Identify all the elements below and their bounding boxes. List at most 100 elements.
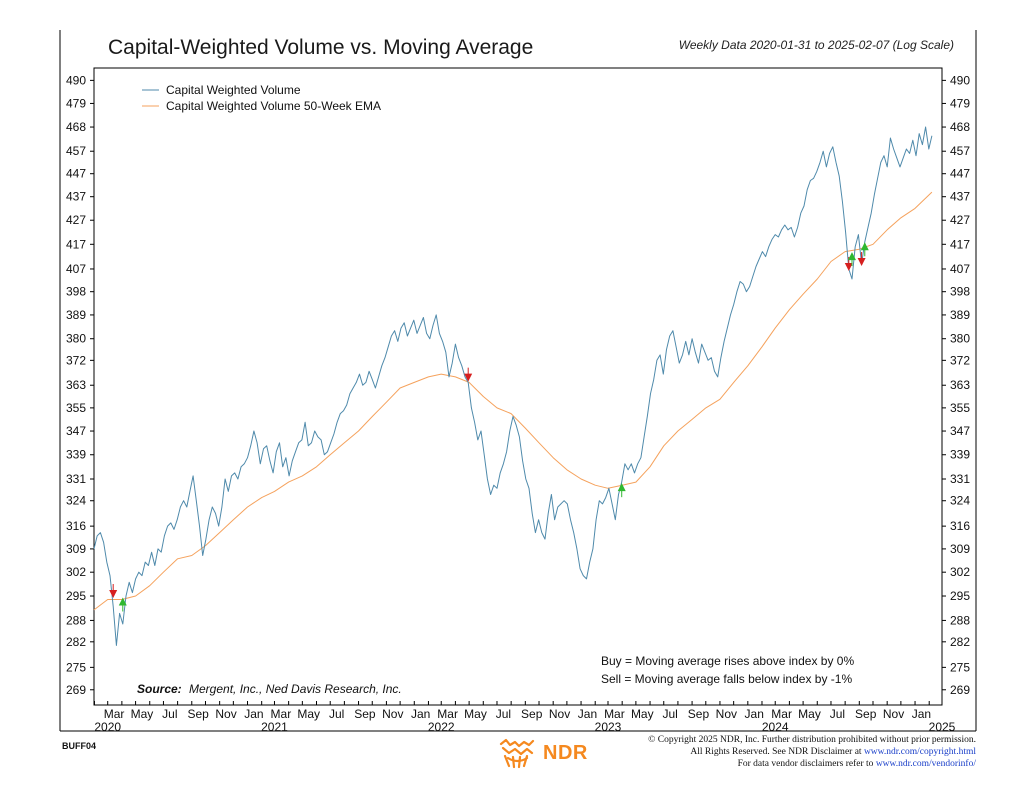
y-tick-label-right: 282 xyxy=(950,635,970,649)
buy-signal-arrow xyxy=(847,252,856,267)
y-tick-label-right: 457 xyxy=(950,144,970,158)
x-year-label: 2023 xyxy=(595,720,622,734)
x-year-label: 2025 xyxy=(929,720,956,734)
x-year-label: 2020 xyxy=(94,720,121,734)
y-tick-label-right: 372 xyxy=(950,353,970,367)
y-tick-label-right: 490 xyxy=(950,73,970,87)
x-tick-label: Jul xyxy=(329,707,344,721)
y-tick-label-left: 389 xyxy=(66,308,86,322)
x-tick-label: Jan xyxy=(244,707,263,721)
y-tick-label-right: 468 xyxy=(950,120,970,134)
sell-signal-arrow xyxy=(857,251,866,266)
y-tick-label-left: 316 xyxy=(66,519,86,533)
series-layer xyxy=(93,126,933,646)
y-tick-label-right: 295 xyxy=(950,589,970,603)
copyright-line3: For data vendor disclaimers refer to www… xyxy=(556,758,976,770)
chart-subtitle: Weekly Data 2020-01-31 to 2025-02-07 (Lo… xyxy=(678,38,954,52)
x-tick-label: May xyxy=(297,707,320,721)
y-tick-label-left: 447 xyxy=(66,167,86,181)
chart-title: Capital-Weighted Volume vs. Moving Avera… xyxy=(108,36,534,59)
x-tick-label: Mar xyxy=(437,707,458,721)
y-tick-label-right: 316 xyxy=(950,519,970,533)
signal-layer xyxy=(109,242,869,612)
y-tick-label-left: 417 xyxy=(66,237,86,251)
y-tick-label-right: 275 xyxy=(950,660,970,674)
y-tick-label-left: 295 xyxy=(66,589,86,603)
copyright-block: © Copyright 2025 NDR, Inc. Further distr… xyxy=(556,734,976,770)
x-tick-label: Sep xyxy=(688,707,710,721)
x-tick-label: May xyxy=(464,707,487,721)
y-tick-label-right: 347 xyxy=(950,424,970,438)
x-tick-label: Jul xyxy=(496,707,511,721)
y-tick-label-left: 479 xyxy=(66,96,86,110)
x-tick-label: Jul xyxy=(830,707,845,721)
x-tick-label: Jul xyxy=(162,707,177,721)
copyright-link[interactable]: www.ndr.com/copyright.html xyxy=(863,747,976,757)
legend-label-volume: Capital Weighted Volume xyxy=(166,83,301,97)
y-tick-label-left: 331 xyxy=(66,472,86,486)
y-tick-label-right: 407 xyxy=(950,262,970,276)
y-tick-label-right: 339 xyxy=(950,448,970,462)
rule-sell-text: Sell = Moving average falls below index … xyxy=(601,672,852,686)
sell-signal-arrow xyxy=(109,584,118,599)
y-tick-label-right: 389 xyxy=(950,308,970,322)
y-tick-label-left: 309 xyxy=(66,542,86,556)
y-tick-label-left: 288 xyxy=(66,613,86,627)
y-tick-label-right: 288 xyxy=(950,613,970,627)
series-line-ema xyxy=(93,191,933,611)
y-tick-label-right: 324 xyxy=(950,494,970,508)
x-tick-label: Mar xyxy=(104,707,125,721)
plot-frame xyxy=(93,67,943,706)
y-tick-label-right: 427 xyxy=(950,213,970,227)
y-tick-label-left: 347 xyxy=(66,424,86,438)
y-tick-label-left: 355 xyxy=(66,401,86,415)
series-line-volume xyxy=(93,126,933,646)
y-tick-label-right: 331 xyxy=(950,472,970,486)
x-tick-label: Nov xyxy=(716,707,737,721)
y-tick-label-left: 457 xyxy=(66,144,86,158)
y-tick-label-left: 407 xyxy=(66,262,86,276)
y-axis: 269 269 275 275 282 282 288 288 295 295 302 302 309 3… xyxy=(66,73,970,696)
y-tick-label-right: 363 xyxy=(950,378,970,392)
copyright-line3-text: For data vendor disclaimers refer to xyxy=(737,759,876,769)
x-tick-label: Mar xyxy=(271,707,292,721)
y-tick-label-left: 324 xyxy=(66,494,86,508)
sell-signal-arrow xyxy=(844,256,853,271)
x-tick-label: Sep xyxy=(187,707,209,721)
y-tick-label-right: 380 xyxy=(950,332,970,346)
x-tick-label: May xyxy=(631,707,654,721)
x-tick-label: Nov xyxy=(382,707,403,721)
x-tick-label: May xyxy=(798,707,821,721)
x-tick-label: Nov xyxy=(549,707,570,721)
y-tick-label-left: 468 xyxy=(66,120,86,134)
y-tick-label-left: 275 xyxy=(66,660,86,674)
x-tick-label: Jan xyxy=(578,707,597,721)
x-tick-label: Sep xyxy=(354,707,376,721)
x-tick-label: Mar xyxy=(771,707,792,721)
x-tick-label: Jan xyxy=(745,707,764,721)
y-tick-label-left: 363 xyxy=(66,378,86,392)
copyright-line2: All Rights Reserved. See NDR Disclaimer … xyxy=(556,746,976,758)
y-tick-label-left: 269 xyxy=(66,683,86,697)
y-tick-label-left: 302 xyxy=(66,565,86,579)
y-tick-label-right: 309 xyxy=(950,542,970,556)
y-tick-label-right: 269 xyxy=(950,683,970,697)
y-tick-label-left: 380 xyxy=(66,332,86,346)
y-tick-label-left: 339 xyxy=(66,448,86,462)
x-tick-label: May xyxy=(131,707,154,721)
x-tick-label: Jul xyxy=(662,707,677,721)
y-tick-label-left: 427 xyxy=(66,213,86,227)
y-tick-label-left: 398 xyxy=(66,285,86,299)
sell-signal-arrow xyxy=(464,367,473,382)
y-tick-label-right: 417 xyxy=(950,237,970,251)
x-tick-label: Jan xyxy=(411,707,430,721)
copyright-line2-text: All Rights Reserved. See NDR Disclaimer … xyxy=(690,747,864,757)
y-tick-label-left: 490 xyxy=(66,73,86,87)
y-tick-label-right: 479 xyxy=(950,96,970,110)
x-tick-label: Nov xyxy=(883,707,904,721)
vendorinfo-link[interactable]: www.ndr.com/vendorinfo/ xyxy=(875,759,976,769)
x-tick-label: Jan xyxy=(912,707,931,721)
y-tick-label-left: 282 xyxy=(66,635,86,649)
x-tick-label: Mar xyxy=(604,707,625,721)
y-tick-label-left: 437 xyxy=(66,190,86,204)
